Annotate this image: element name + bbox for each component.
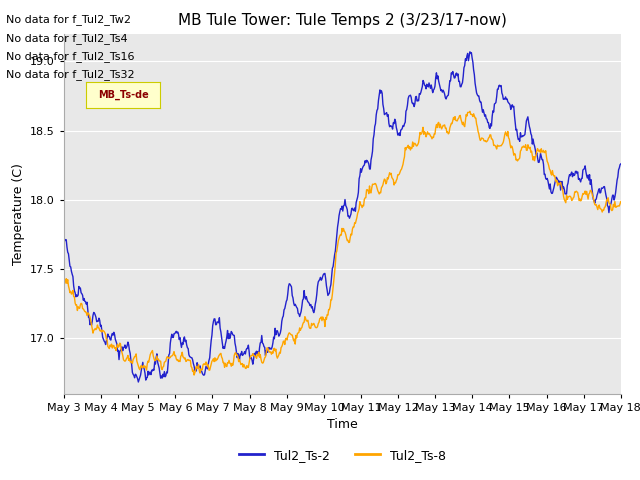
Tul2_Ts-8 <box>190 372 198 378</box>
Tul2_Ts-2 <box>387 123 394 129</box>
Legend: Tul2_Ts-2, Tul2_Ts-8: Tul2_Ts-2, Tul2_Ts-8 <box>234 444 451 467</box>
Line: Tul2_Ts-2: Tul2_Ts-2 <box>64 52 621 382</box>
Tul2_Ts-8 <box>245 360 253 366</box>
Text: No data for f_Tul2_Ts4: No data for f_Tul2_Ts4 <box>6 33 128 44</box>
Title: MB Tule Tower: Tule Temps 2 (3/23/17-now): MB Tule Tower: Tule Temps 2 (3/23/17-now… <box>178 13 507 28</box>
Tul2_Ts-8 <box>617 199 625 204</box>
Tul2_Ts-2 <box>245 348 253 354</box>
Tul2_Ts-8 <box>310 321 317 326</box>
Text: MB_Ts-de: MB_Ts-de <box>98 90 148 100</box>
Tul2_Ts-2 <box>466 49 474 55</box>
Tul2_Ts-8 <box>60 281 68 287</box>
X-axis label: Time: Time <box>327 418 358 431</box>
Tul2_Ts-2 <box>60 238 68 243</box>
Tul2_Ts-2 <box>310 310 317 315</box>
Tul2_Ts-8 <box>415 135 423 141</box>
Tul2_Ts-2 <box>134 379 142 385</box>
Tul2_Ts-8 <box>166 355 174 360</box>
Line: Tul2_Ts-8: Tul2_Ts-8 <box>64 111 621 375</box>
Tul2_Ts-2 <box>415 91 423 96</box>
Tul2_Ts-2 <box>502 96 510 102</box>
Text: No data for f_Tul2_Ts32: No data for f_Tul2_Ts32 <box>6 69 135 80</box>
Tul2_Ts-8 <box>387 172 394 178</box>
Text: No data for f_Tul2_Tw2: No data for f_Tul2_Tw2 <box>6 14 131 25</box>
Text: No data for f_Tul2_Ts16: No data for f_Tul2_Ts16 <box>6 51 135 62</box>
Tul2_Ts-8 <box>466 108 474 114</box>
Tul2_Ts-2 <box>167 335 175 341</box>
Tul2_Ts-2 <box>617 161 625 167</box>
Tul2_Ts-8 <box>502 132 510 137</box>
Y-axis label: Temperature (C): Temperature (C) <box>12 163 25 264</box>
